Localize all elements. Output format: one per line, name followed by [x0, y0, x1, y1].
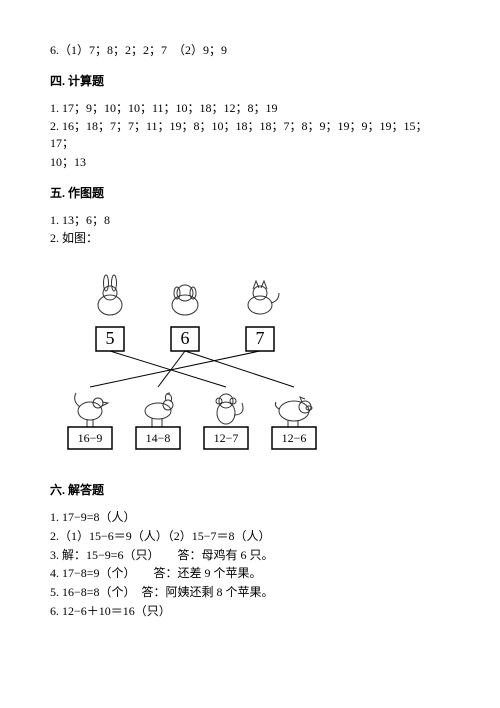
- match-line: [185, 351, 294, 387]
- s6-line-2: 2.（1）15−6＝9（人）（2）15−7＝8（人）: [50, 528, 450, 545]
- section-6-heading: 六. 解答题: [50, 482, 450, 499]
- section-5-heading: 五. 作图题: [50, 185, 450, 202]
- animal-bottom-icon: [275, 397, 312, 427]
- bottom-expr-text: 12−6: [282, 431, 307, 445]
- section-4-heading: 四. 计算题: [50, 73, 450, 90]
- bottom-expr-text: 14−8: [146, 431, 171, 445]
- match-line: [110, 351, 226, 387]
- animal-top-icon: [98, 275, 122, 315]
- s4-line-2b: 10；13: [50, 154, 450, 171]
- match-line: [90, 351, 260, 387]
- bottom-expr-text: 12−7: [214, 431, 239, 445]
- s5-line-1: 1. 13；6；8: [50, 212, 450, 229]
- s6-line-4: 4. 17−8=9（个） 答：还差 9 个苹果。: [50, 565, 450, 582]
- s6-line-3: 3. 解：15−9=6（只） 答：母鸡有 6 只。: [50, 547, 450, 564]
- animal-bottom-icon: [216, 394, 243, 424]
- answer-6: 6.（1）7；8；2；2；7 （2）9；9: [50, 42, 450, 59]
- animal-bottom-icon: [75, 393, 108, 427]
- animal-top-icon: [172, 285, 198, 315]
- s6-line-5: 5. 16−8=8（个） 答：阿姨还剩 8 个苹果。: [50, 584, 450, 601]
- s4-line-2a: 2. 16；18；7；7；11；19；8；10；18；18；7；8；9；19；9…: [50, 118, 450, 152]
- animal-bottom-icon: [145, 393, 173, 427]
- s5-line-2: 2. 如图：: [50, 230, 450, 247]
- match-line: [158, 351, 185, 387]
- animal-top-icon: [248, 281, 279, 314]
- top-num-text: 6: [181, 328, 190, 348]
- top-num-text: 7: [256, 328, 265, 348]
- matching-diagram: 5 6 7 16−9 14−8 12−7 12−6: [50, 257, 450, 462]
- top-num-text: 5: [106, 328, 115, 348]
- s6-line-6: 6. 12−6＋10＝16（只）: [50, 603, 450, 620]
- bottom-expr-text: 16−9: [78, 431, 103, 445]
- s4-line-1: 1. 17；9；10；10；11；10；18；12；8；19: [50, 100, 450, 117]
- s6-line-1: 1. 17−9=8（人）: [50, 509, 450, 526]
